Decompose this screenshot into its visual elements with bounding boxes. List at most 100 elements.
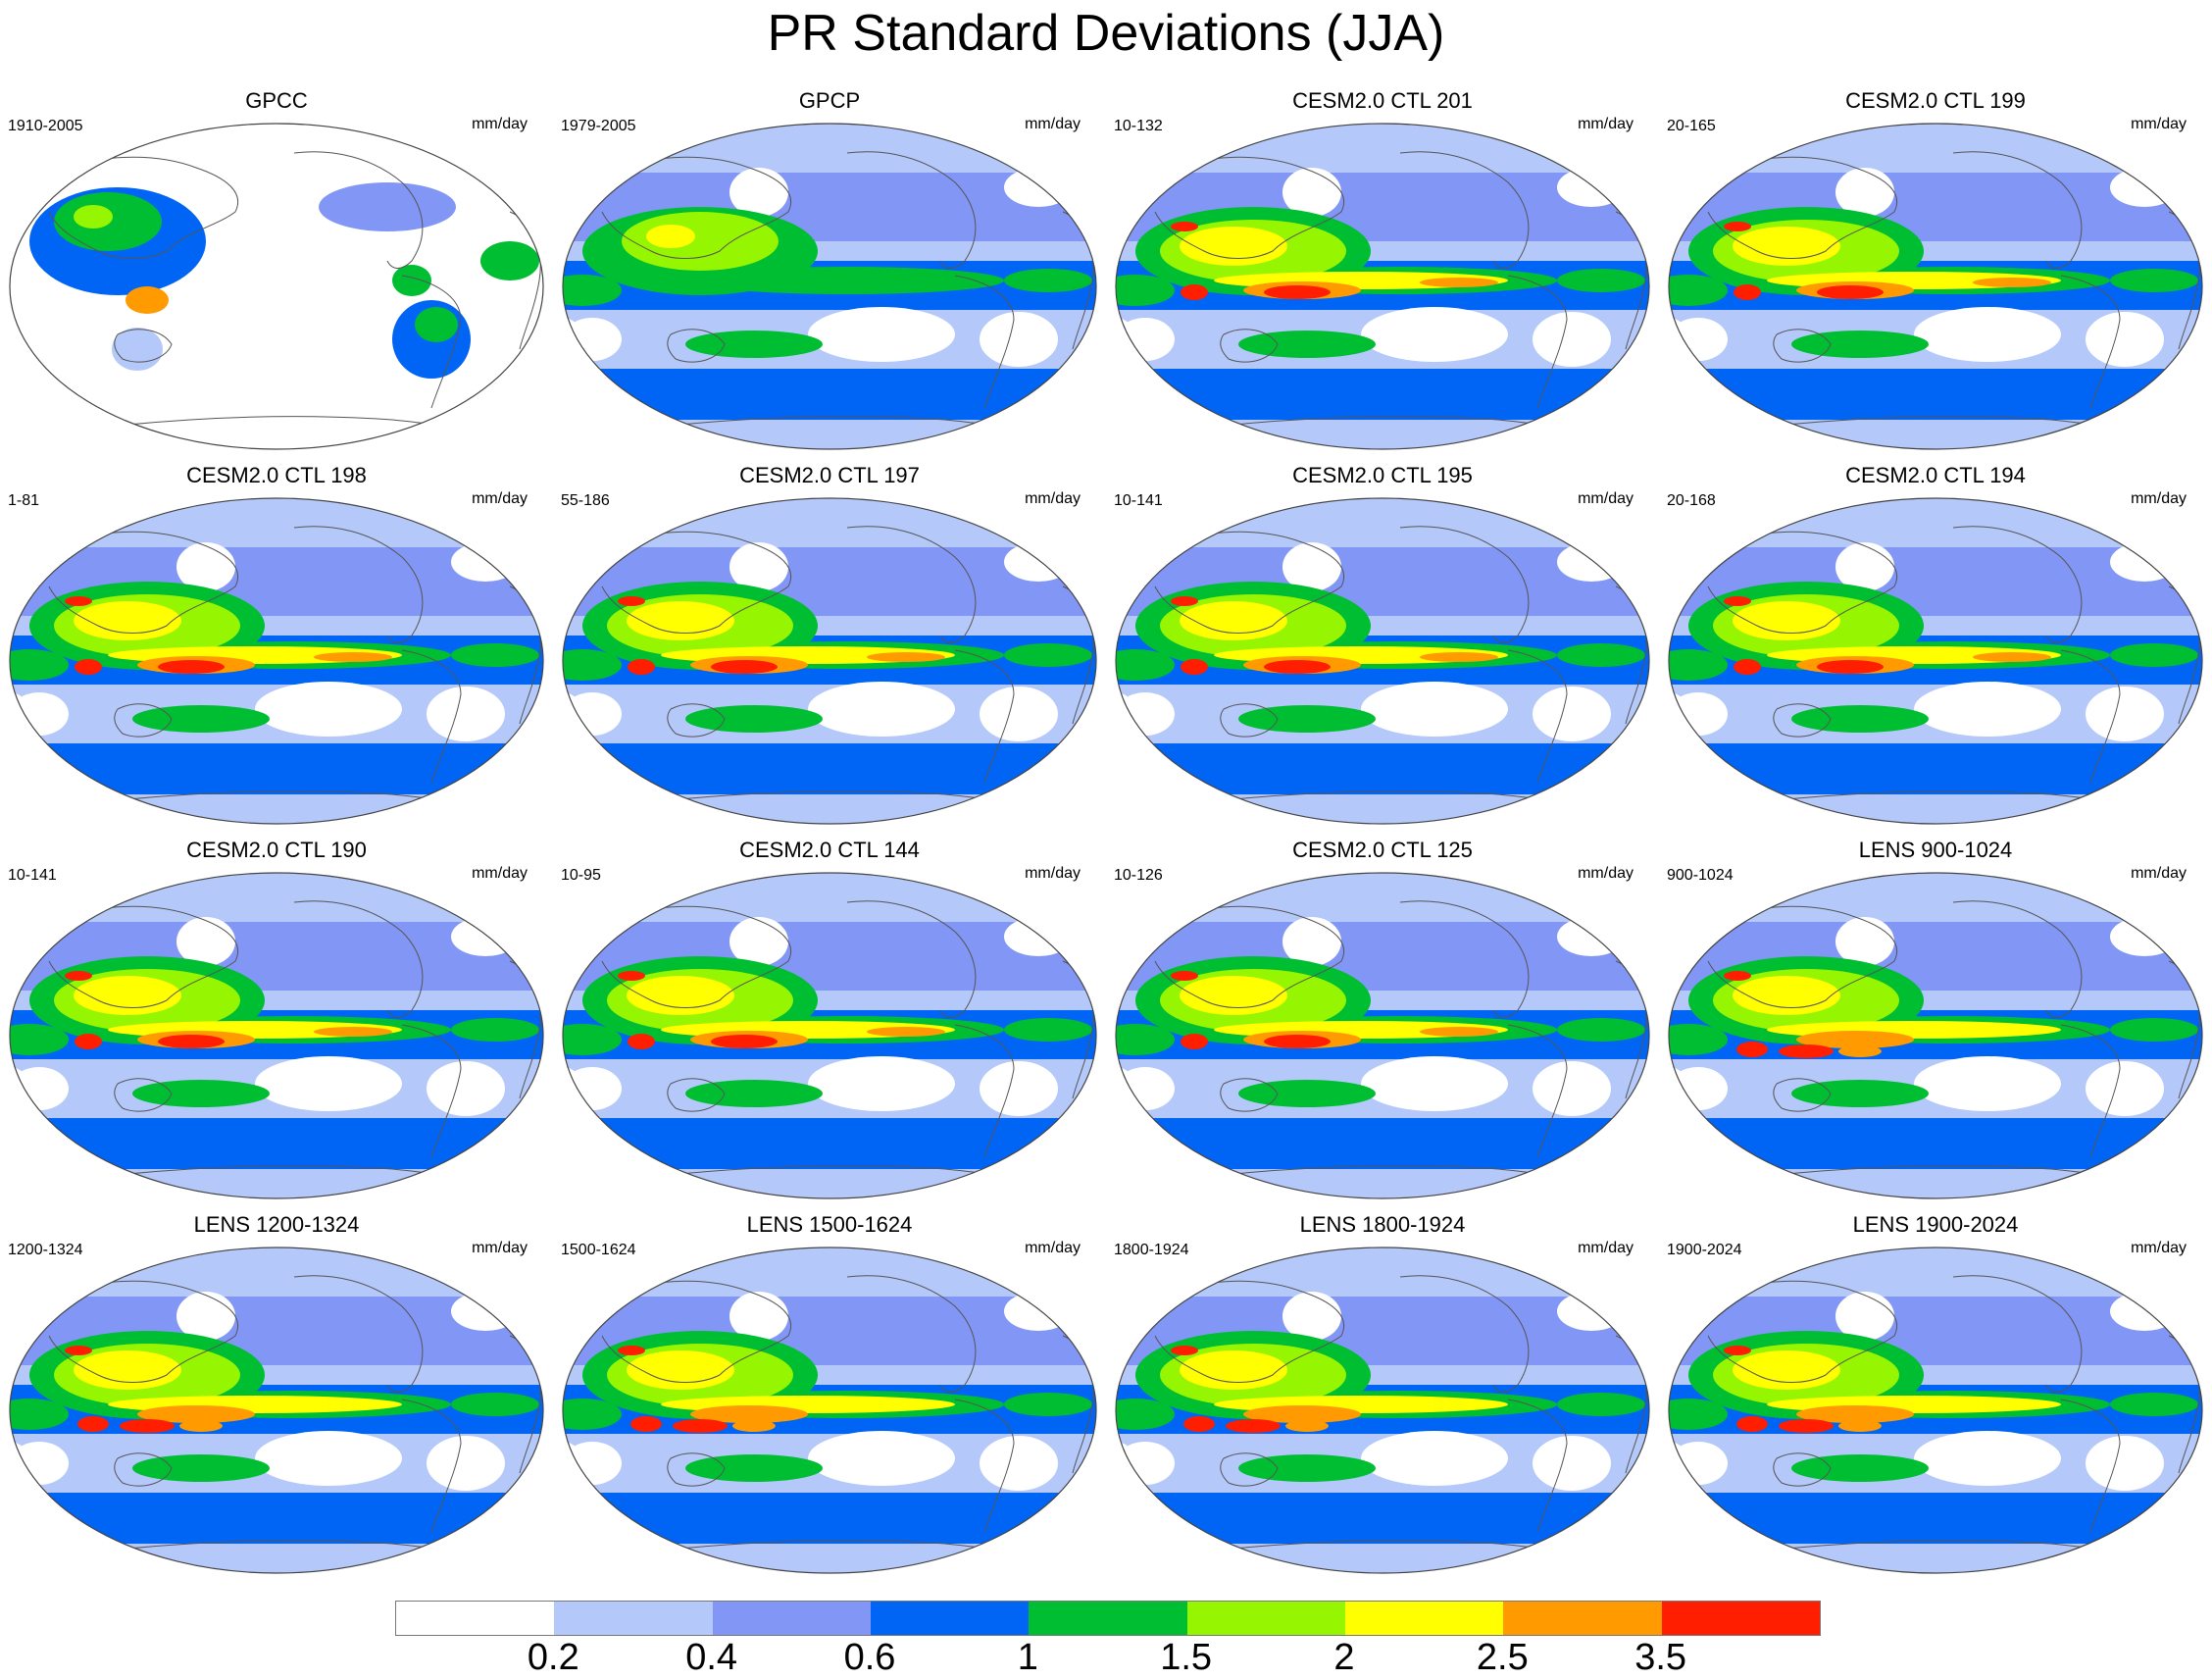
panel-units: mm/day xyxy=(1578,490,1634,507)
robinson-map xyxy=(562,123,1097,450)
dry-zone xyxy=(176,1292,235,1341)
pacific-max xyxy=(711,660,778,674)
coastline-asia xyxy=(601,156,791,259)
coastline-north-america xyxy=(846,900,977,1018)
maritime-max xyxy=(77,1416,109,1432)
panel-units: mm/day xyxy=(472,1240,528,1256)
colorbar-tick-label: 1.5 xyxy=(1160,1637,1213,1678)
coastline-asia xyxy=(601,1280,791,1383)
bay-of-bengal-max xyxy=(1724,596,1751,606)
coastline-australia xyxy=(114,703,173,738)
maritime-max xyxy=(1734,659,1761,675)
bay-of-bengal-max xyxy=(618,971,645,981)
south-atlantic-dry-zone xyxy=(1533,1061,1611,1116)
east-pacific-max xyxy=(1973,278,2051,287)
panel-title: GPCP xyxy=(798,88,861,113)
robinson-map xyxy=(1115,123,1650,450)
colorbar-swatch xyxy=(1029,1602,1187,1635)
maritime-max xyxy=(628,659,655,675)
precip-field xyxy=(563,498,1096,824)
dry-zone xyxy=(1835,1292,1894,1341)
pacific-max xyxy=(179,1420,223,1432)
southern-storm-track xyxy=(1116,369,1649,420)
dry-zone xyxy=(176,542,235,591)
maritime-max xyxy=(75,1034,102,1049)
south-atlantic-dry-zone xyxy=(980,1436,1058,1491)
pacific-max xyxy=(732,1420,776,1432)
se-pacific-dry-zone xyxy=(1361,682,1508,737)
map-panel: LENS 1800-1924 1800-1924 mm/day xyxy=(1106,1212,1659,1587)
east-pacific-max xyxy=(867,1027,945,1037)
coastline-south-america xyxy=(1507,275,1568,409)
coastline-south-america xyxy=(1507,1024,1568,1158)
antarctic-band xyxy=(1116,1169,1649,1198)
spcz xyxy=(1238,705,1376,733)
monsoon-core xyxy=(1733,601,1840,640)
spcz xyxy=(685,331,823,358)
dry-zone xyxy=(729,168,788,217)
monsoon-precip xyxy=(74,205,113,229)
bay-of-bengal-max xyxy=(1171,1346,1198,1355)
panel-period: 1-81 xyxy=(8,492,40,509)
monsoon-core xyxy=(1180,601,1287,640)
precip-field xyxy=(10,1247,543,1573)
precip-field xyxy=(563,124,1096,449)
robinson-map xyxy=(9,872,544,1199)
coastline-asia xyxy=(1154,156,1344,259)
map-outline xyxy=(562,123,1097,450)
map-panel: GPCC 1910-2005 mm/day xyxy=(0,88,553,463)
north-america-precip xyxy=(319,182,456,231)
panel-units: mm/day xyxy=(2131,116,2187,132)
panel-period: 1200-1324 xyxy=(8,1242,83,1258)
bay-of-bengal-max xyxy=(1171,596,1198,606)
precip-field xyxy=(10,873,543,1198)
south-atlantic-dry-zone xyxy=(427,1061,505,1116)
south-atlantic-dry-zone xyxy=(2086,1436,2164,1491)
map-panel: CESM2.0 CTL 197 55-186 mm/day xyxy=(553,463,1106,838)
coastline-australia xyxy=(1773,1078,1832,1112)
maritime-max xyxy=(1181,1034,1208,1049)
precip-field xyxy=(1669,498,2202,824)
warm-pool-core xyxy=(1796,1405,1914,1423)
monsoon-core xyxy=(1180,976,1287,1015)
dry-zone xyxy=(1282,917,1341,966)
coastline-north-america xyxy=(846,1275,977,1393)
warm-pool-core xyxy=(1243,1405,1361,1423)
precip-field xyxy=(1116,873,1649,1198)
coastline-asia xyxy=(1707,156,1897,259)
maritime-precip xyxy=(126,286,169,314)
map-panel: CESM2.0 CTL 198 1-81 mm/day xyxy=(0,463,553,838)
dry-zone xyxy=(1557,168,1626,207)
pacific-max xyxy=(1264,1035,1331,1048)
maritime-max xyxy=(628,1034,655,1049)
dry-zone xyxy=(451,917,520,956)
coastline-north-america xyxy=(846,526,977,643)
monsoon-core xyxy=(646,225,695,248)
panel-title: CESM2.0 CTL 125 xyxy=(1292,838,1473,862)
map-panel: GPCP 1979-2005 mm/day xyxy=(553,88,1106,463)
coastline-australia xyxy=(1220,1452,1279,1487)
precip-field xyxy=(1669,124,2202,449)
robinson-map xyxy=(9,123,544,450)
southern-storm-track xyxy=(1116,1493,1649,1544)
south-atlantic-dry-zone xyxy=(980,312,1058,367)
robinson-map xyxy=(1668,1247,2203,1574)
coastline-north-america xyxy=(1399,526,1530,643)
map-outline xyxy=(1115,1247,1650,1574)
panel-units: mm/day xyxy=(1578,116,1634,132)
coastline-asia xyxy=(1154,1280,1344,1383)
southern-storm-track xyxy=(10,743,543,794)
antarctic-band xyxy=(563,1169,1096,1198)
map-panel: CESM2.0 CTL 194 20-168 mm/day xyxy=(1659,463,2212,838)
bay-of-bengal-max xyxy=(65,1346,92,1355)
coastline-australia xyxy=(1773,703,1832,738)
panel-units: mm/day xyxy=(1578,1240,1634,1256)
monsoon-core xyxy=(1180,1350,1287,1390)
map-outline xyxy=(562,497,1097,825)
africa-precip xyxy=(480,241,539,280)
antarctic-band xyxy=(1116,794,1649,824)
maritime-max xyxy=(1779,1044,1834,1058)
atlantic-itcz xyxy=(1557,1393,1645,1416)
atlantic-itcz xyxy=(2110,1393,2198,1416)
pacific-max xyxy=(158,1035,225,1048)
